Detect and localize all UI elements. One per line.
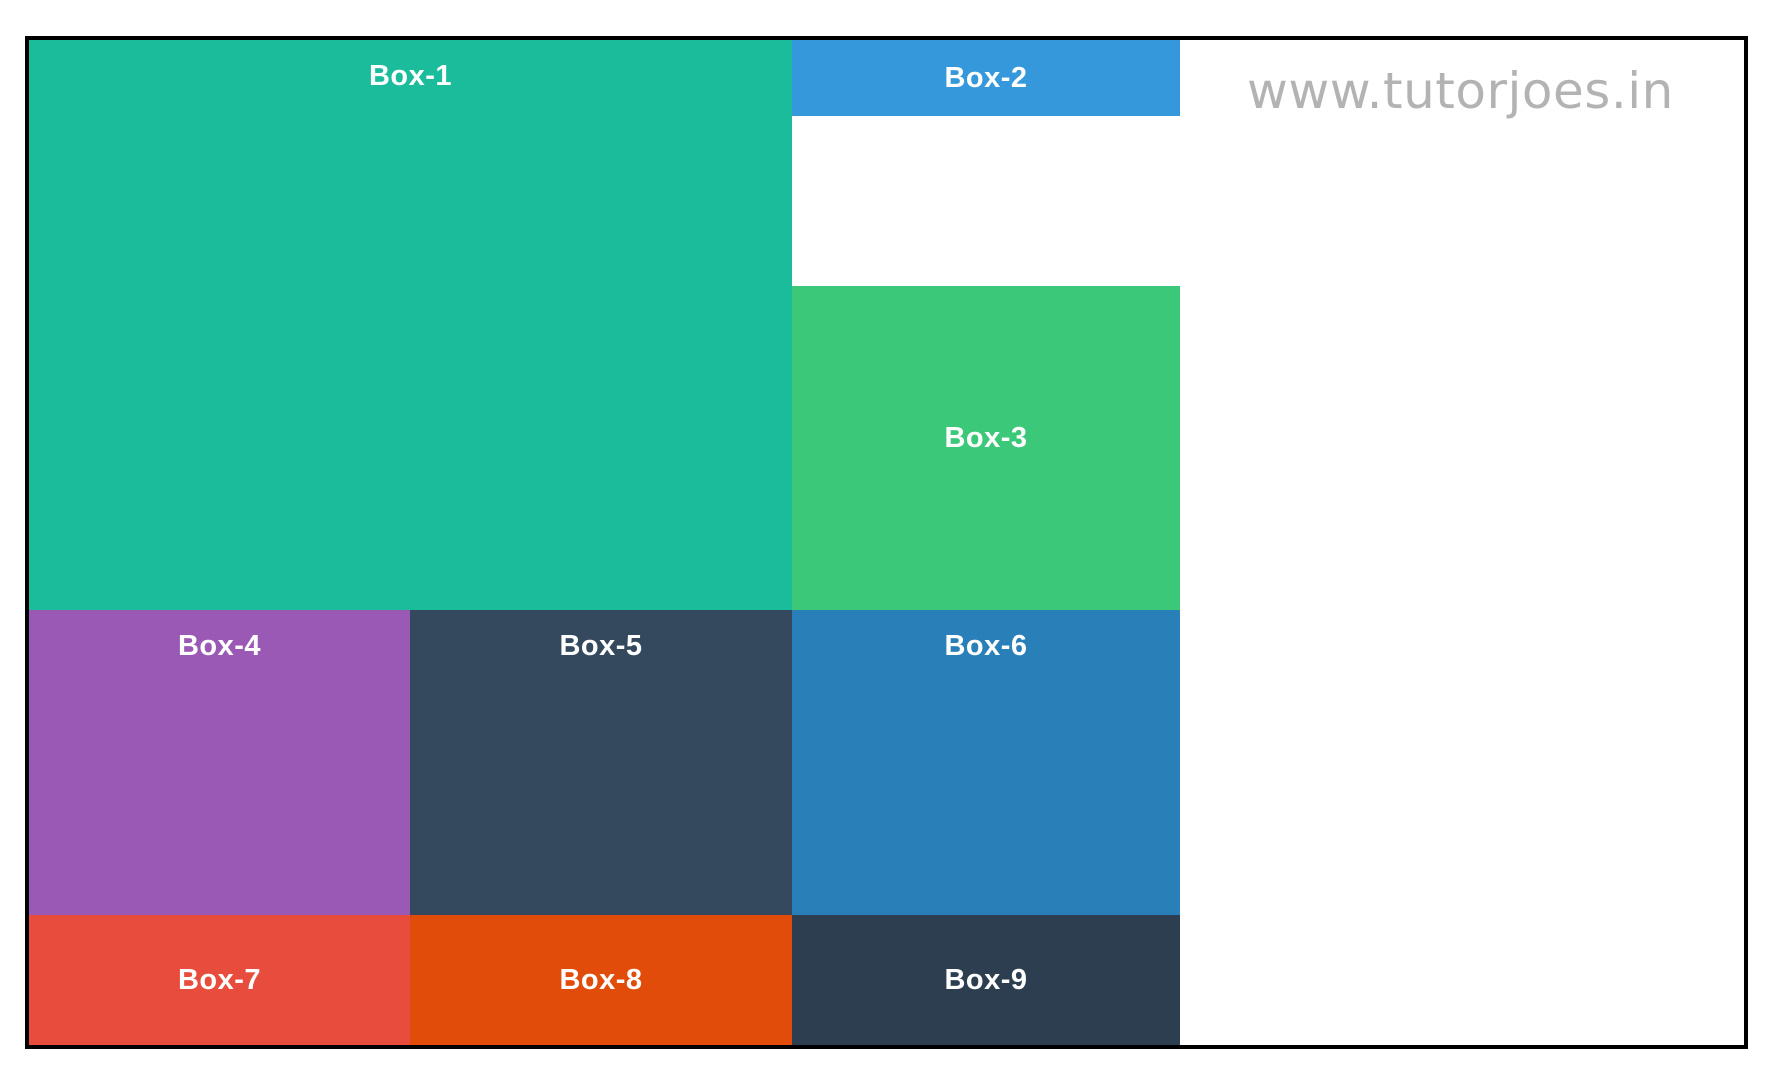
box-3: Box-3 (792, 286, 1180, 610)
box-7: Box-7 (29, 915, 410, 1045)
grid-container-frame: Box-1 Box-2 Box-3 Box-4 Box-5 Box-6 Box-… (25, 36, 1748, 1049)
box-5-label: Box-5 (559, 630, 643, 662)
box-1-label: Box-1 (368, 60, 453, 92)
box-6-label: Box-6 (944, 630, 1028, 662)
box-8-label: Box-8 (559, 963, 643, 996)
box-4-label: Box-4 (177, 630, 262, 662)
box-2-label: Box-2 (944, 61, 1028, 94)
box-5: Box-5 (410, 610, 792, 915)
grid-layout: Box-1 Box-2 Box-3 Box-4 Box-5 Box-6 Box-… (29, 40, 1180, 1045)
box-3-label: Box-3 (944, 421, 1028, 454)
box-6: Box-6 (792, 610, 1180, 915)
watermark-text: www.tutorjoes.in (1247, 62, 1674, 120)
box-1: Box-1 (29, 40, 792, 610)
box-2: Box-2 (792, 40, 1180, 116)
box-8: Box-8 (410, 915, 792, 1045)
box-7-label: Box-7 (177, 963, 262, 996)
box-9-label: Box-9 (944, 963, 1028, 996)
box-4: Box-4 (29, 610, 410, 915)
box-9: Box-9 (792, 915, 1180, 1045)
